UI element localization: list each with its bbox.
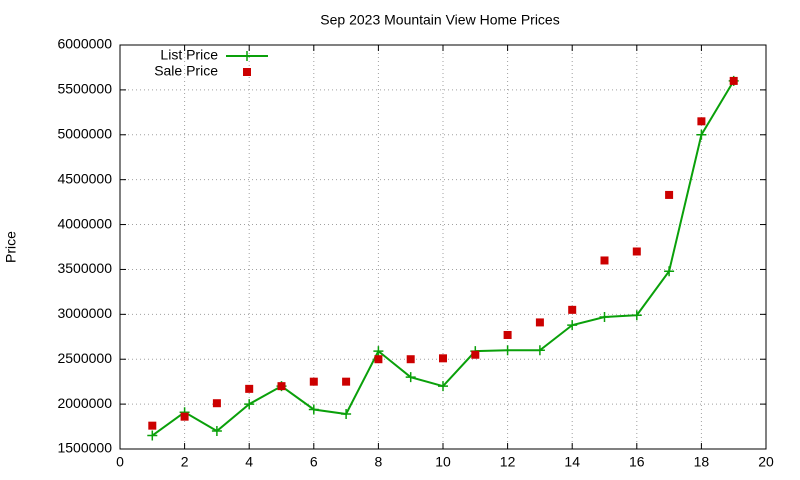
x-tick-label: 2 — [181, 454, 189, 470]
x-tick-label: 0 — [116, 454, 124, 470]
point-marker — [309, 377, 318, 386]
point-marker — [600, 256, 609, 265]
point-marker — [535, 318, 544, 327]
x-tick-label: 16 — [629, 454, 645, 470]
x-tick-label: 18 — [694, 454, 710, 470]
point-marker — [180, 412, 189, 421]
x-tick-label: 20 — [758, 454, 774, 470]
y-axis-label: Price — [3, 231, 19, 263]
chart-title: Sep 2023 Mountain View Home Prices — [320, 12, 559, 28]
point-marker — [341, 408, 352, 419]
point-marker — [631, 310, 642, 321]
y-tick-label: 2500000 — [57, 350, 112, 366]
x-tick-label: 14 — [564, 454, 580, 470]
point-marker — [147, 430, 158, 441]
point-marker — [438, 381, 448, 392]
y-tick-label: 3500000 — [57, 260, 112, 276]
point-marker — [534, 345, 545, 356]
point-marker — [568, 305, 577, 314]
point-marker — [697, 117, 706, 126]
point-marker — [245, 384, 254, 393]
x-tick-label: 12 — [500, 454, 516, 470]
x-tick-label: 6 — [310, 454, 318, 470]
y-tick-label: 3000000 — [57, 305, 112, 321]
point-marker — [374, 355, 383, 364]
point-marker — [599, 312, 610, 323]
point-marker — [405, 372, 416, 383]
y-tick-label: 1500000 — [57, 440, 112, 456]
point-marker — [373, 346, 384, 357]
point-marker — [406, 355, 415, 364]
point-marker — [471, 350, 480, 359]
point-marker — [244, 399, 255, 410]
point-marker — [342, 377, 351, 386]
point-marker — [632, 247, 641, 256]
point-marker — [664, 266, 675, 277]
point-marker — [729, 76, 738, 85]
legend-marker — [243, 68, 251, 76]
point-marker — [696, 129, 707, 140]
y-tick-label: 4500000 — [57, 170, 112, 186]
y-tick-label: 5500000 — [57, 81, 112, 97]
point-marker — [148, 421, 157, 430]
point-marker — [665, 190, 674, 199]
point-marker — [503, 330, 512, 339]
y-tick-label: 6000000 — [57, 36, 112, 52]
point-marker — [277, 382, 286, 391]
point-marker — [567, 320, 578, 331]
y-tick-label: 4000000 — [57, 215, 112, 231]
x-tick-label: 8 — [375, 454, 383, 470]
y-tick-label: 2000000 — [57, 395, 112, 411]
legend-marker — [242, 51, 252, 61]
y-tick-label: 5000000 — [57, 125, 112, 141]
plot-frame — [119, 44, 767, 450]
legend-label: Sale Price — [154, 63, 218, 79]
point-marker — [211, 426, 222, 437]
point-marker — [439, 354, 447, 363]
x-tick-label: 10 — [435, 454, 451, 470]
point-marker — [502, 345, 513, 356]
x-tick-label: 4 — [245, 454, 253, 470]
point-marker — [308, 404, 319, 415]
point-marker — [212, 399, 221, 408]
legend-label: List Price — [160, 47, 218, 63]
